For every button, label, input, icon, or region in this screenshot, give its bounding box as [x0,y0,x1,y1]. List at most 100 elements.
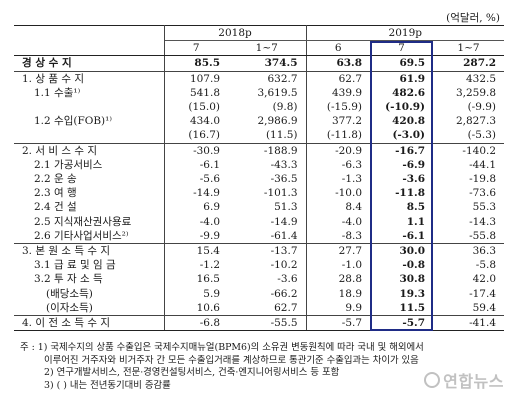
row-label [14,100,165,115]
cell-value: -10.0 [335,187,363,200]
table-row: 2.1 가공서비스 -6.1 -43.3 -6.3 -6.9 -44.1 [14,157,504,173]
header-blank-2 [14,40,165,57]
cell-value: 8.5 [406,201,426,214]
unit-label: (억달러, %) [446,12,500,24]
cell-value: -6.8 [164,315,228,332]
cell-value: -66.2 [228,286,307,301]
cell-value: -5.8 [475,259,497,272]
cell-value: 69.5 [370,55,434,72]
row-label: (이자소득) [14,300,165,316]
header-blank [14,24,165,41]
cell-value: 439.9 [331,86,363,99]
cell-value: 19.3 [399,287,426,300]
table-row: 1.1 수출¹⁾ 541.8 3,619.5 439.9 482.6 3,259.8 [14,85,504,101]
row-label: 2.6 기타사업서비스²⁾ [14,228,165,244]
cell-value: 2,827.3 [455,115,497,128]
cell-value: 287.2 [433,55,505,72]
cell-value: -14.9 [193,187,220,200]
cell-value: -188.9 [228,142,307,158]
footnote-line: 2) 연구개발서비스, 전문·경영컨설팅서비스, 건축·엔지니어링서비스 등 포… [44,367,340,379]
cell-value: -5.6 [199,173,220,186]
cell-value: -4.0 [199,215,220,228]
cell-value: (-11.8) [326,129,363,142]
cell-value: -0.8 [402,259,426,272]
cell-value: -13.7 [228,243,307,259]
row-label: 3.2 투 자 소 득 [14,272,165,287]
cell-value: -3.6 [228,272,307,287]
cell-value: -6.9 [402,158,426,171]
footnotes: 주 : 1) 국제수지의 상품 수출입은 국제수지매뉴얼(BPM6)의 소유권 … [20,342,510,392]
cell-value: 51.3 [228,200,307,215]
cell-value: -8.3 [341,229,363,242]
table-row: 2.3 여 행 -14.9 -101.3 -10.0 -11.8 -73.6 [14,186,504,201]
cell-value: 420.8 [392,115,426,128]
cell-value: (-9.9) [467,101,497,114]
row-label: 2.4 건 설 [14,200,165,215]
table-row: 2. 서 비 스 수 지 -30.9 -188.9 -20.9 -16.7 -140.2 [14,142,505,158]
row-label: 경 상 수 지 [14,55,165,72]
cell-value: -17.4 [469,287,497,300]
cell-value: -55.8 [469,229,497,242]
cell-value: 61.9 [370,70,434,86]
cell-value: 18.9 [338,287,363,300]
cell-value: -10.2 [228,258,307,273]
table-row: 2.4 건 설 6.9 51.3 8.4 8.5 55.3 [14,200,504,215]
month-header: 7 [164,40,228,57]
cell-value: 6.9 [203,201,220,214]
cell-value: 3,619.5 [228,85,307,101]
row-label: 1.1 수출¹⁾ [14,85,165,101]
cell-value: (-3.0) [392,129,426,142]
footnote-line: 3) ( ) 내는 전년동기대비 증감률 [44,379,171,391]
cell-value: 632.7 [228,70,307,86]
cell-value: 10.6 [196,301,220,314]
cell-value: -1.0 [341,259,363,272]
cell-value: -14.3 [469,215,497,228]
table-row: 1. 상 품 수 지 107.9 632.7 62.7 61.9 432.5 [14,70,505,86]
cell-value: -4.0 [341,215,363,228]
table-row: 3.1 급 료 및 임 금 -1.2 -10.2 -1.0 -0.8 -5.8 [14,258,504,273]
cell-value: 36.3 [433,243,505,259]
cell-value: 16.5 [196,273,220,286]
cell-value: -5.7 [370,315,434,332]
cell-value: 30.8 [399,273,426,286]
cell-value: -5.7 [306,315,371,332]
table-row: 4. 이 전 소 득 수 지 -6.8 -55.5 -5.7 -5.7 -41.4 [14,315,505,332]
cell-value: 374.5 [228,55,307,72]
cell-value: -19.8 [469,173,497,186]
cell-value: -9.9 [199,229,220,242]
cell-value: (-15.9) [326,101,363,114]
cell-value: -30.9 [164,142,228,158]
cell-value: -6.1 [402,229,426,242]
cell-value: 28.8 [338,273,363,286]
footnote-line: 이루어진 거주자와 비거주자 간 모든 수출입거래를 계상하므로 통관기준 수출… [44,354,419,366]
cell-value: 3,259.8 [455,86,497,99]
month-header: 7 [370,40,434,57]
cell-value: (-10.9) [385,101,426,114]
cell-value: (9.8) [228,100,307,115]
cell-value: 63.8 [306,55,371,72]
cell-value: 11.5 [399,301,426,314]
table-row: 3. 본 원 소 득 수 지 15.4 -13.7 27.7 30.0 36.3 [14,243,505,259]
row-label [14,128,165,144]
year-2018-header: 2018p [164,24,307,42]
row-label: 3. 본 원 소 득 수 지 [14,243,165,259]
cell-value: -73.6 [469,187,497,200]
cell-value: -55.5 [228,315,307,332]
cell-value: 30.0 [370,243,434,259]
cell-value: 8.4 [345,201,363,214]
cell-value: -11.8 [395,187,426,200]
cell-value: (-5.3) [467,129,497,142]
row-label: 3.1 급 료 및 임 금 [14,258,165,273]
cell-value: 432.5 [433,70,505,86]
table-row: 2.6 기타사업서비스²⁾ -9.9 -61.4 -8.3 -6.1 -55.8 [14,228,504,244]
cell-value: -14.9 [228,214,307,229]
row-label: 4. 이 전 소 득 수 지 [14,315,165,332]
cell-value: 5.9 [203,287,220,300]
row-label: 1.2 수입(FOB)¹⁾ [14,114,165,129]
table-row: 1.2 수입(FOB)¹⁾ 434.0 2,986.9 377.2 420.8 2,827… [14,114,504,129]
table-row: (이자소득) 10.6 62.7 9.9 11.5 59.4 [14,300,504,316]
cell-value: 85.5 [164,55,228,72]
cell-value: -140.2 [433,142,505,158]
table-row: 2.2 운 송 -5.6 -36.5 -1.3 -3.6 -19.8 [14,172,504,187]
cell-value: (16.7) [188,129,220,142]
